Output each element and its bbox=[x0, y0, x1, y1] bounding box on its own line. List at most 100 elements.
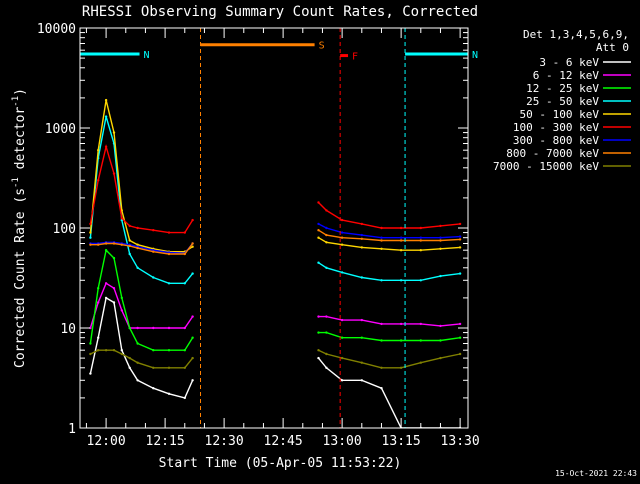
data-point bbox=[340, 318, 344, 322]
data-point bbox=[97, 349, 100, 352]
data-point bbox=[136, 246, 139, 250]
data-point bbox=[136, 226, 139, 230]
data-point bbox=[112, 301, 116, 304]
data-point bbox=[136, 266, 139, 269]
data-point bbox=[152, 326, 155, 330]
data-point bbox=[152, 387, 155, 390]
legend-label-2: 6 - 12 keV bbox=[533, 69, 600, 82]
data-point bbox=[128, 326, 131, 330]
data-point bbox=[120, 309, 124, 312]
data-point bbox=[97, 149, 100, 152]
x-tick-label: 13:30 bbox=[441, 434, 480, 449]
data-point bbox=[419, 249, 422, 252]
data-point bbox=[167, 231, 171, 234]
data-point bbox=[360, 237, 363, 240]
data-point bbox=[360, 246, 363, 249]
data-point bbox=[325, 266, 328, 269]
data-point bbox=[120, 349, 124, 352]
data-point bbox=[439, 239, 442, 242]
data-point bbox=[191, 315, 194, 318]
data-point bbox=[458, 235, 462, 238]
data-point bbox=[399, 322, 403, 326]
data-point bbox=[104, 98, 108, 102]
data-point bbox=[128, 239, 131, 242]
legend-label-9: 7000 - 15000 keV bbox=[493, 160, 599, 173]
annotation-label-4: F bbox=[352, 52, 358, 63]
data-point bbox=[97, 179, 100, 182]
data-point bbox=[89, 326, 92, 330]
data-point bbox=[152, 229, 155, 232]
data-point bbox=[360, 379, 363, 382]
data-point bbox=[120, 243, 124, 246]
data-point bbox=[380, 236, 383, 239]
data-point bbox=[191, 336, 194, 339]
data-point bbox=[380, 239, 383, 242]
data-point bbox=[183, 252, 186, 256]
data-point bbox=[89, 231, 92, 234]
legend-label-8: 800 - 7000 keV bbox=[506, 147, 599, 160]
data-point bbox=[439, 224, 442, 228]
data-point bbox=[340, 379, 344, 382]
data-point bbox=[360, 318, 363, 322]
data-point bbox=[340, 236, 344, 239]
data-point bbox=[97, 336, 100, 339]
data-point bbox=[439, 236, 442, 239]
data-point bbox=[120, 352, 124, 356]
annotation-label-1: N bbox=[144, 50, 150, 61]
data-point bbox=[183, 282, 186, 285]
data-point bbox=[317, 315, 320, 318]
data-point bbox=[183, 231, 186, 234]
legend-label-5: 50 - 100 keV bbox=[520, 108, 600, 121]
data-point bbox=[380, 322, 383, 326]
data-point bbox=[399, 339, 403, 342]
data-point bbox=[340, 356, 344, 360]
data-point bbox=[104, 115, 108, 118]
data-point bbox=[112, 287, 116, 290]
data-point bbox=[89, 243, 92, 246]
data-point bbox=[136, 243, 139, 246]
data-point bbox=[360, 361, 363, 364]
data-point bbox=[136, 379, 139, 382]
data-point bbox=[458, 238, 462, 241]
data-point bbox=[360, 276, 363, 279]
data-point bbox=[104, 349, 108, 352]
data-point bbox=[325, 226, 328, 230]
x-tick-label: 12:15 bbox=[146, 434, 185, 449]
series-9 bbox=[89, 349, 462, 369]
data-point bbox=[167, 366, 171, 369]
data-point bbox=[399, 239, 403, 242]
data-point bbox=[112, 242, 116, 245]
data-point bbox=[419, 322, 422, 326]
data-point bbox=[120, 296, 124, 300]
footer-timestamp: 15-Oct-2021 22:43 bbox=[555, 469, 637, 478]
y-axis-label: Corrected Count Rate (s-1 detector-1) bbox=[11, 88, 28, 368]
data-point bbox=[191, 218, 194, 222]
y-tick-label: 100 bbox=[53, 222, 76, 237]
data-point bbox=[128, 224, 131, 228]
data-point bbox=[97, 287, 100, 290]
data-point bbox=[399, 279, 403, 282]
data-point bbox=[191, 245, 194, 248]
legend-label-1: 3 - 6 keV bbox=[539, 56, 599, 69]
legend-label-7: 300 - 800 keV bbox=[513, 134, 599, 147]
legend-header: Det 1,3,4,5,6,9, bbox=[523, 28, 629, 41]
data-point bbox=[317, 229, 320, 232]
data-point bbox=[340, 231, 344, 234]
series-4 bbox=[89, 115, 462, 285]
data-point bbox=[419, 236, 422, 239]
data-point bbox=[191, 272, 194, 275]
data-point bbox=[325, 366, 328, 369]
data-point bbox=[183, 349, 186, 352]
data-point bbox=[419, 339, 422, 342]
x-tick-label: 12:30 bbox=[205, 434, 244, 449]
data-point bbox=[104, 296, 108, 300]
series-1 bbox=[89, 296, 462, 428]
data-point bbox=[399, 226, 403, 230]
data-point bbox=[104, 242, 108, 245]
data-point bbox=[128, 366, 131, 369]
data-point bbox=[458, 272, 462, 275]
data-point bbox=[152, 349, 155, 352]
